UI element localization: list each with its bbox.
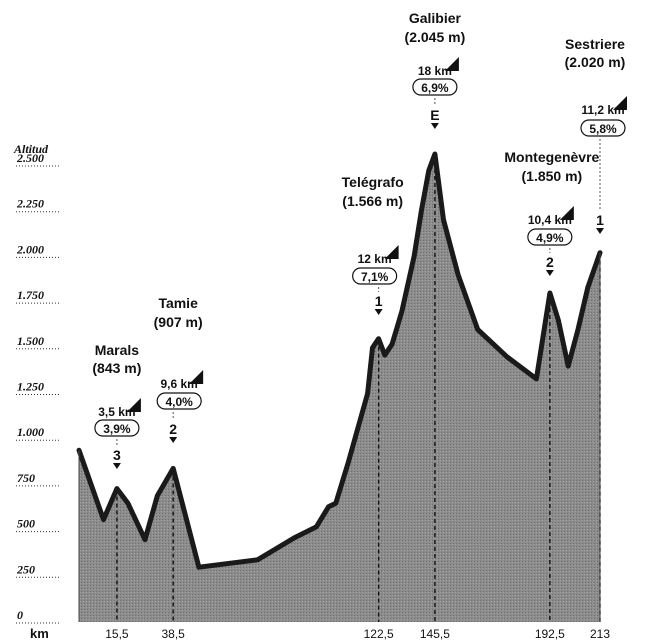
- climb-gradient: 7,1%: [361, 270, 389, 284]
- x-tick-label: 213: [590, 627, 610, 641]
- climb-gradient-pill: [527, 228, 573, 246]
- climb-length: 3,5 km: [98, 405, 135, 419]
- climb-name: Montegenèvre: [504, 149, 599, 165]
- climb-name: Tamie: [158, 295, 198, 311]
- category-arrow-icon: [430, 123, 439, 129]
- climb-altitude: (2.045 m): [405, 29, 466, 45]
- slope-triangle-icon: [559, 206, 574, 220]
- slope-triangle-icon: [126, 398, 141, 412]
- y-tick-label: 1.750: [17, 288, 44, 302]
- climb-gradient: 3,9%: [103, 422, 131, 436]
- profile-line-layer: [76, 151, 603, 622]
- y-axis-title: Altitud: [13, 142, 49, 156]
- climb-gradient-pill: [94, 419, 140, 437]
- climb-category: E: [430, 107, 439, 123]
- climb-altitude: (1.850 m): [522, 168, 583, 184]
- climb-name: Telégrafo: [342, 174, 404, 190]
- climb-gradient: 5,8%: [589, 122, 617, 136]
- climb-category: 2: [546, 254, 554, 270]
- slope-triangle-icon: [444, 57, 459, 71]
- y-tick-label: 500: [17, 517, 35, 531]
- y-tick-label: 1.000: [17, 425, 44, 439]
- y-tick-label: 750: [17, 471, 35, 485]
- climb-gradient-pill: [412, 78, 458, 96]
- climb-gradient: 4,9%: [536, 231, 564, 245]
- x-tick-label: 145,5: [420, 627, 450, 641]
- slope-triangle-icon: [189, 370, 204, 384]
- x-axis-title: km: [30, 626, 49, 641]
- climb-category: 1: [596, 212, 604, 228]
- climb-altitude: (1.566 m): [342, 193, 403, 209]
- climb-category: 1: [375, 293, 383, 309]
- climb-gradient-pill: [156, 392, 202, 410]
- climb-length: 10,4 km: [528, 213, 572, 227]
- climb-gradient: 4,0%: [165, 395, 193, 409]
- climb-name: Marals: [95, 342, 140, 358]
- climb-gradient-pill: [352, 267, 398, 285]
- x-axis-ticks: 15,5 38,5 122,5 145,5 192,5 213: [105, 627, 610, 641]
- category-arrow-icon: [374, 309, 383, 315]
- climb-altitude: (907 m): [154, 314, 203, 330]
- y-tick-label: 1.250: [17, 380, 44, 394]
- profile-line: [76, 151, 603, 570]
- climb-category: 2: [169, 421, 177, 437]
- climb-annotations: Marals (843 m) 3,5 km 3,9% 3 Tamie (907 m) 9,6 …: [92, 10, 627, 469]
- y-axis-ticks: 0 250 500 750 1.000 1.250 1.500 1.750 2.000 2.250…: [16, 151, 60, 624]
- climb-altitude: (2.020 m): [565, 54, 626, 70]
- y-tick-label: 0: [17, 608, 23, 622]
- y-tick-label: 250: [16, 562, 35, 576]
- climb-name: Sestriere: [565, 36, 625, 52]
- slope-triangle-icon: [384, 245, 399, 259]
- climb-category: 3: [113, 447, 121, 463]
- y-tick-label: 1.500: [17, 334, 44, 348]
- climb-length: 12 km: [358, 252, 392, 266]
- climb-length: 9,6 km: [160, 377, 197, 391]
- profile-fill: [79, 154, 600, 622]
- category-arrow-icon: [112, 463, 121, 469]
- y-tick-label: 2.500: [16, 151, 44, 165]
- x-tick-label: 38,5: [161, 627, 185, 641]
- x-tick-label: 122,5: [364, 627, 394, 641]
- category-arrow-icon: [545, 270, 554, 276]
- climb-name: Galibier: [409, 10, 462, 26]
- climb-gradient-pill: [580, 119, 626, 137]
- climb-length: 18 km: [418, 64, 452, 78]
- climb-length: 11,2 km: [581, 103, 624, 117]
- profile-area: [79, 154, 600, 622]
- y-tick-label: 2.000: [16, 242, 44, 256]
- y-tick-label: 2.250: [16, 197, 44, 211]
- category-arrow-icon: [596, 228, 604, 234]
- climb-altitude: (843 m): [92, 360, 141, 376]
- climb-gradient: 6,9%: [421, 81, 449, 95]
- x-tick-label: 192,5: [535, 627, 565, 641]
- category-arrow-icon: [169, 437, 178, 443]
- slope-triangle-icon: [613, 96, 627, 110]
- x-tick-label: 15,5: [105, 627, 129, 641]
